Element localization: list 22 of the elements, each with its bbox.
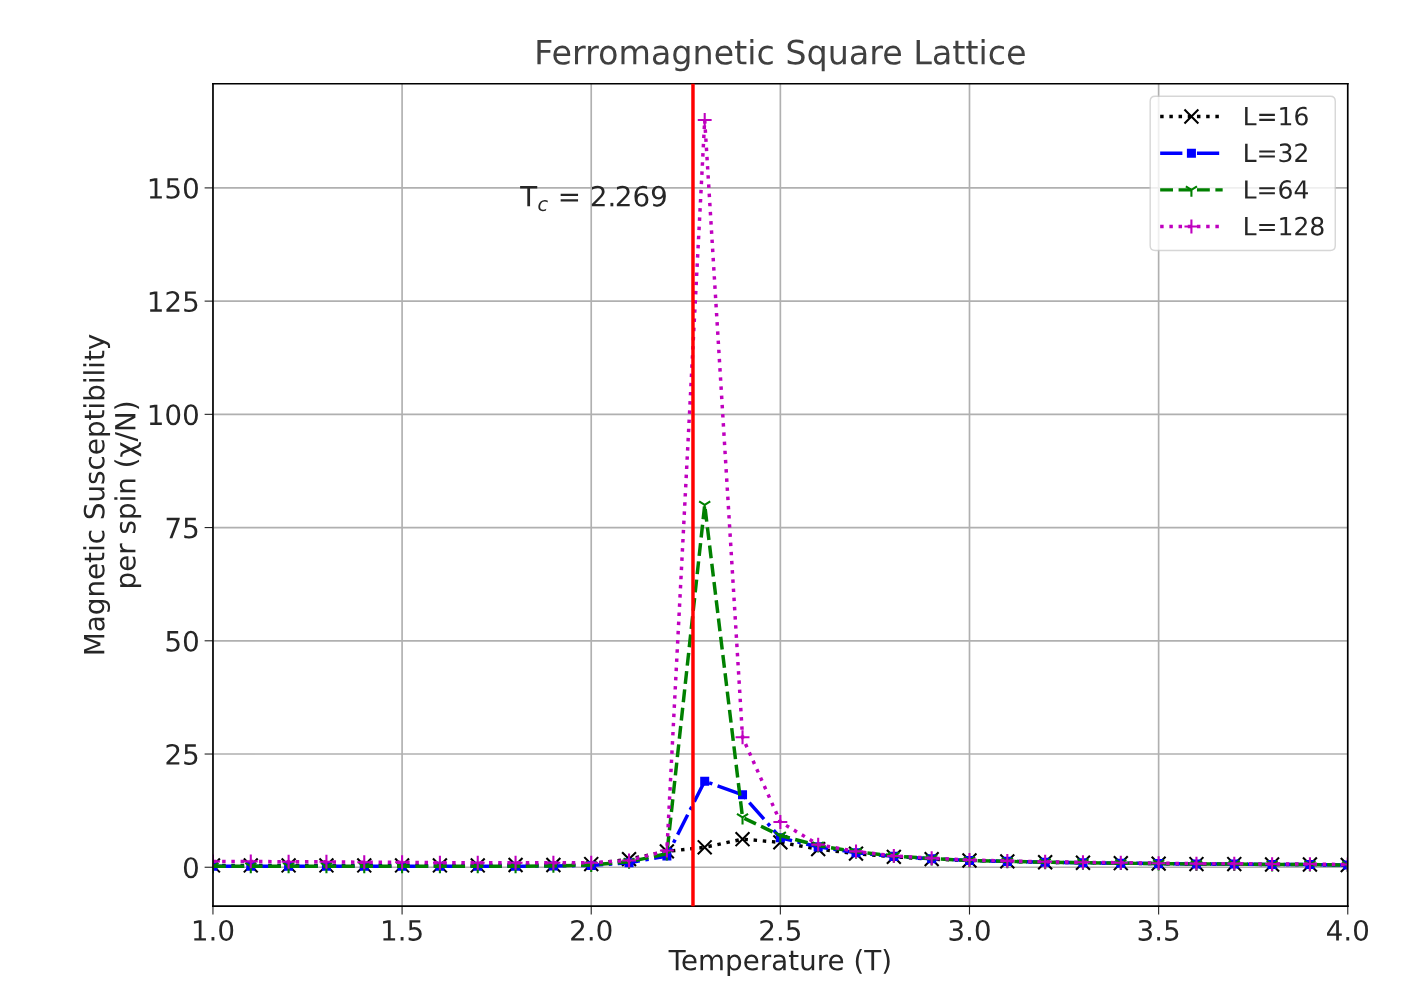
x-tick-label: 1.5: [383, 920, 422, 941]
legend-label: L=32: [1245, 143, 1307, 163]
annotation: T$_{c}$ = 2.269: [520, 185, 666, 212]
y-tick-label: 125: [149, 291, 198, 313]
y-tick-label: 75: [166, 517, 198, 539]
x-tick-label: 2.5: [760, 919, 801, 941]
x-tick-label: 2.0: [571, 919, 612, 941]
legend-label: L=64: [1245, 180, 1308, 199]
chart-title: Ferromagnetic Square Lattice: [537, 38, 1025, 72]
x-axis-title: Temperature (T): [668, 949, 890, 976]
y-tick-label: 50: [166, 630, 198, 652]
x-tick-label: 3.5: [1138, 919, 1179, 941]
legend-label: L=16: [1245, 106, 1308, 126]
x-tick-label: 4.0: [1327, 919, 1369, 941]
y-tick-label: 150: [149, 177, 198, 199]
y-axis-title: Magnetic Susceptibility per spin (χ/N): [83, 334, 142, 654]
x-tick-label: 1.0: [193, 919, 234, 941]
y-tick-label: 0: [183, 857, 198, 879]
legend-label: L=128: [1245, 216, 1324, 236]
y-tick-label: 100: [149, 404, 198, 426]
y-tick-label: 25: [166, 743, 198, 765]
x-tick-label: 3.0: [949, 919, 990, 941]
